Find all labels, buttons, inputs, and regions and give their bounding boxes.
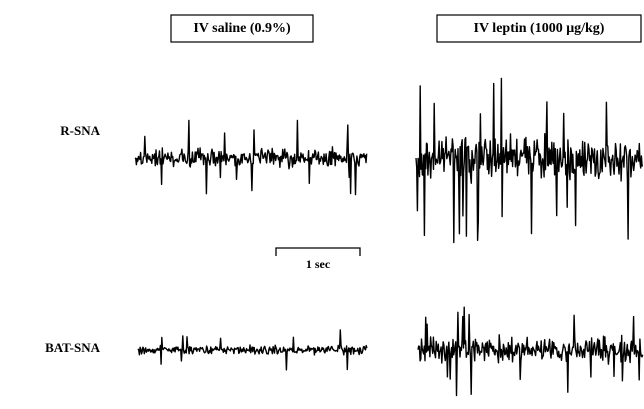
scale-label: 1 sec [306,257,331,271]
nerve-trace [417,306,644,397]
nerve-trace [415,77,644,244]
nerve-trace [137,329,368,371]
column-title: IV saline (0.9%) [193,21,291,36]
title-box [436,14,642,43]
scale-bar [275,247,361,256]
row-label: R-SNA [60,123,100,138]
nerve-trace [134,119,368,196]
row-label: BAT-SNA [45,340,101,355]
column-title: IV leptin (1000 μg/kg) [474,21,605,36]
title-box [170,14,314,43]
